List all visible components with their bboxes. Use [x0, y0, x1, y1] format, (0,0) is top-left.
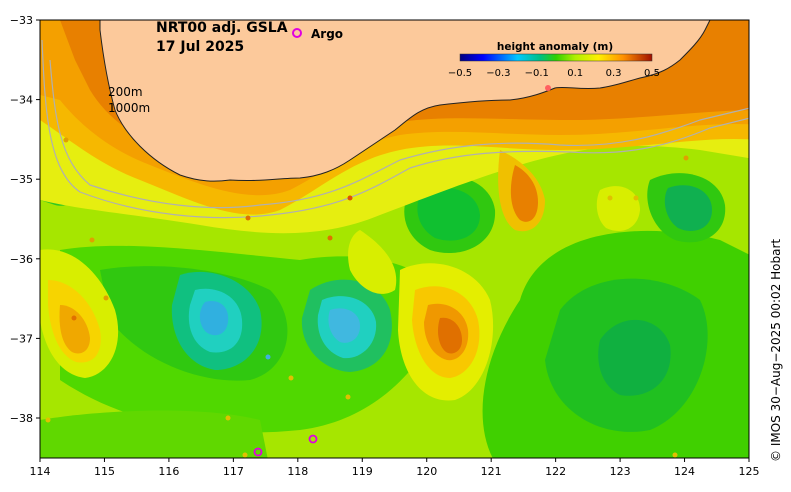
float-marker [63, 137, 69, 143]
float-marker [545, 85, 551, 91]
contour-200m [49, 59, 749, 209]
y-tick-label: −37 [10, 332, 33, 345]
colorbar-tick-label: −0.5 [448, 68, 472, 79]
float-marker [245, 215, 251, 221]
float-markers [45, 85, 689, 458]
credit-text: © IMOS 30−Aug−2025 00:02 Hobart [769, 239, 783, 462]
anomaly-region [664, 185, 712, 231]
argo-legend-icon [292, 28, 302, 38]
anomaly-region [59, 305, 90, 354]
anomaly-region [40, 410, 268, 458]
x-tick-label: 122 [545, 465, 566, 478]
float-marker [683, 155, 689, 161]
x-tick-label: 116 [158, 465, 179, 478]
argo-legend-label: Argo [311, 27, 343, 41]
y-tick-label: −35 [10, 173, 33, 186]
x-tick-label: 125 [739, 465, 760, 478]
colorbar-tick-label: −0.3 [486, 68, 510, 79]
x-tick-label: 119 [352, 465, 373, 478]
anomaly-region [596, 186, 640, 231]
x-tick-label: 120 [416, 465, 437, 478]
plot-frame [39, 19, 750, 459]
x-tick-label: 123 [610, 465, 631, 478]
argo-float [253, 447, 263, 457]
float-marker [265, 354, 271, 360]
map-title: NRT00 adj. GSLA [156, 20, 288, 36]
x-tick-label: 114 [30, 465, 51, 478]
float-marker [347, 195, 353, 201]
x-tick-label: 121 [481, 465, 502, 478]
colorbar-tick-label: 0.5 [644, 68, 660, 79]
y-axis: −33 −34 −35 −36 −37 −38 [10, 14, 40, 425]
anomaly-region [598, 319, 671, 396]
float-marker [327, 235, 333, 241]
colorbar-tick-label: −0.1 [525, 68, 549, 79]
argo-float [308, 434, 318, 444]
float-marker [288, 375, 294, 381]
float-marker [225, 415, 231, 421]
colorbar-tick-label: 0.3 [606, 68, 622, 79]
colorbar: height anomaly (m) −0.5 −0.3 −0.1 0.1 0.3 0.5 [448, 41, 660, 79]
float-marker [89, 237, 95, 243]
colorbar-title: height anomaly (m) [497, 41, 613, 53]
float-marker [71, 315, 77, 321]
float-marker [242, 452, 248, 458]
anomaly-region [510, 165, 538, 222]
anomaly-region [417, 187, 480, 241]
x-axis: 114 115 116 117 118 119 120 121 122 123 124 125 [30, 458, 760, 478]
x-tick-label: 118 [287, 465, 308, 478]
plot-area [40, 20, 749, 458]
x-tick-label: 115 [94, 465, 115, 478]
anomaly-region [348, 230, 397, 294]
y-tick-label: −34 [10, 94, 33, 107]
anomaly-region [438, 317, 462, 354]
anomaly-region [199, 300, 229, 336]
colorbar-ticks: −0.5 −0.3 −0.1 0.1 0.3 0.5 [448, 68, 660, 79]
float-marker [345, 394, 351, 400]
x-tick-label: 117 [223, 465, 244, 478]
anomaly-region [328, 308, 360, 343]
colorbar-gradient [459, 53, 653, 62]
contour-label-1000m: 1000m [108, 101, 150, 115]
map-date: 17 Jul 2025 [156, 39, 244, 55]
colorbar-tick-label: 0.1 [567, 68, 583, 79]
contour-label-200m: 200m [108, 85, 143, 99]
float-marker [672, 452, 678, 458]
y-tick-label: −38 [10, 412, 33, 425]
float-marker [103, 295, 109, 301]
float-marker [45, 417, 51, 423]
y-tick-label: −36 [10, 253, 33, 266]
float-marker [633, 195, 639, 201]
y-tick-label: −33 [10, 14, 33, 27]
x-tick-label: 124 [674, 465, 695, 478]
argo-floats [253, 434, 318, 457]
float-marker [607, 195, 613, 201]
